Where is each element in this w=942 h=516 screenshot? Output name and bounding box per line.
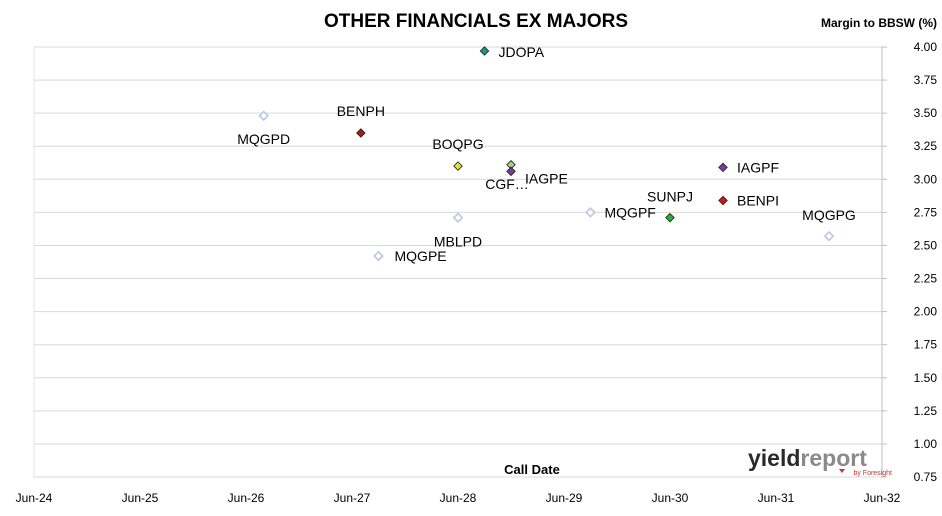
data-point-boqpg: [453, 161, 463, 171]
data-point-mqgpe: [373, 250, 384, 262]
data-point-sunpj: [665, 212, 675, 223]
y-axis-label: Margin to BBSW (%): [821, 16, 937, 30]
y-tick-label: 3.50: [914, 106, 938, 120]
y-tick-label: 4.00: [914, 40, 938, 54]
point-label: BENPI: [737, 192, 779, 208]
point-label: CGF…: [485, 176, 529, 192]
x-tick-label: Jun-29: [546, 491, 583, 505]
x-tick-label: Jun-25: [122, 491, 159, 505]
y-tick-label: 1.00: [914, 437, 938, 451]
x-tick-label: Jun-27: [334, 491, 371, 505]
chart-title: OTHER FINANCIALS EX MAJORS: [324, 11, 628, 32]
y-tick-label: 2.00: [914, 305, 938, 319]
logo-byline: by Foresight: [853, 470, 892, 477]
data-point-benpi: [718, 195, 728, 206]
y-tick-label: 0.75: [914, 470, 938, 484]
x-tick-labels: Jun-24 Jun-25 Jun-26 Jun-27 Jun-28 Jun-29 Jun-…: [16, 491, 901, 505]
point-label: BOQPG: [432, 136, 483, 152]
y-tick-label: 1.50: [914, 371, 938, 385]
logo-word-yield: yield: [748, 445, 800, 471]
y-tick-label: 2.50: [914, 238, 938, 252]
data-point-mqgpf: [585, 207, 596, 218]
point-label: MQGPG: [802, 207, 856, 223]
y-tick-label: 2.75: [914, 205, 938, 219]
point-label: MQGPE: [395, 248, 447, 264]
y-tick-label: 1.75: [914, 338, 938, 352]
point-label: MQGPF: [605, 204, 656, 220]
point-label: MQGPD: [237, 131, 290, 147]
point-label: BENPH: [337, 103, 385, 119]
gridlines: [34, 46, 887, 478]
svg-text:yieldreport: yieldreport: [748, 445, 867, 471]
x-tick-label: Jun-30: [652, 491, 689, 505]
x-tick-label: Jun-31: [758, 491, 795, 505]
x-tick-label: Jun-32: [864, 491, 901, 505]
yieldreport-logo: yieldreport by Foresight: [748, 445, 892, 477]
x-tick-label: Jun-24: [16, 491, 53, 505]
data-point-mqgpd: [258, 110, 269, 122]
logo-word-report: report: [800, 445, 867, 471]
point-label: MBLPD: [434, 234, 482, 250]
data-point-jdopa: [479, 46, 490, 56]
logo-mark-icon: [839, 469, 845, 473]
data-point-iagpe: [506, 166, 516, 177]
point-label: JDOPA: [499, 44, 545, 60]
x-axis-label: Call Date: [504, 462, 560, 477]
x-tick-label: Jun-26: [228, 491, 265, 505]
data-point-mblpd: [452, 212, 464, 224]
x-tick-label: Jun-28: [440, 491, 477, 505]
data-point-benph: [356, 128, 366, 138]
y-tick-label: 3.00: [914, 172, 938, 186]
point-label: IAGPE: [525, 170, 568, 186]
data-point-iagpf: [718, 162, 728, 173]
point-labels: JDOPA MQGPD BENPH BOQPG CGF…IAGPE IAGPF BENPI S…: [237, 44, 856, 264]
point-label: IAGPF: [737, 159, 779, 175]
data-point-mqgpg: [823, 230, 835, 242]
y-tick-labels: 4.00 3.75 3.50 3.25 3.00 2.75 2.50 2.25 2.00 1.75…: [914, 40, 938, 484]
y-tick-label: 3.75: [914, 73, 938, 87]
y-tick-label: 3.25: [914, 139, 938, 153]
y-tick-label: 2.25: [914, 272, 938, 286]
y-tick-label: 1.25: [914, 404, 938, 418]
point-label: SUNPJ: [647, 189, 693, 205]
data-points: [258, 46, 835, 262]
